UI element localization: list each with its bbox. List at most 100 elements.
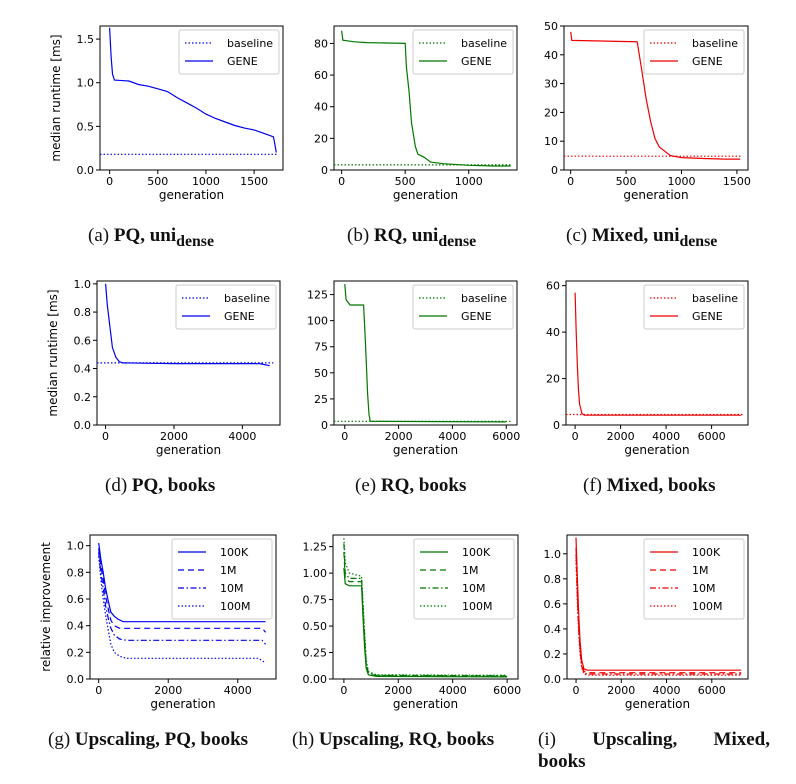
y-tick-label: 0.5 [77,120,95,133]
x-tick-label: 4000 [438,430,466,443]
series-line-gene [574,292,742,416]
legend-box [643,29,745,75]
legend-label: 100K [692,546,721,559]
y-tick-label: 1.0 [74,278,92,291]
x-axis-label: generation [393,697,458,711]
x-tick-label: 6000 [493,684,521,697]
x-axis-label: generation [624,443,689,457]
x-tick-label: 0 [338,175,345,188]
y-tick-label: 0.25 [303,647,328,660]
y-tick-label: 10 [544,135,558,148]
legend-label: GENE [224,310,255,323]
chart-b: 0 500 1000 0 20 40 60 80 generation baseline GENE [314,25,518,202]
series-line-gene [109,27,277,153]
legend-box [178,29,280,75]
legend-box [412,29,514,75]
y-tick-label: 0.0 [77,164,95,177]
series-line-100k [98,542,266,623]
x-tick-label: 1000 [667,175,695,188]
chart-g: 0 2000 4000 0.0 0.2 0.4 0.6 0.8 1.0 generation rel… [39,534,277,711]
caption-e-prefix: (e) [355,475,377,496]
legend-label: 10M [220,582,244,595]
x-axis-label: generation [623,188,688,202]
y-tick-label: 0.8 [67,566,85,579]
legend-label: baseline [461,37,507,50]
y-tick-label: 125 [307,289,328,302]
legend-label: 100M [462,600,493,613]
legend-label: baseline [227,37,273,50]
legend-label: GENE [227,55,258,68]
caption-i-prefix: (i) [538,729,556,750]
axes-frame-e [333,280,518,426]
y-tick-label: 40 [546,326,560,339]
caption-e-text: RQ, books [380,475,467,496]
legend-label: GENE [461,310,492,323]
y-tick-label: 0.0 [544,673,562,686]
caption-i: (i) Upscaling, Mixed, books [538,729,770,773]
caption-c-text: Mixed, uni [591,225,680,246]
legend-label: 1M [220,564,237,577]
caption-i-text2: Mixed, [713,729,770,750]
y-tick-label: 0.50 [303,620,328,633]
chart-i: 0 2000 4000 6000 0.0 0.2 0.4 0.6 0.8 1.0 generatio… [544,534,749,711]
caption-f-prefix: (f) [583,475,602,496]
caption-b-sub: dense [438,232,477,250]
legend-label: GENE [692,310,723,323]
y-tick-label: 40 [544,49,558,62]
x-axis-label: generation [625,697,690,711]
legend-box [175,284,277,330]
caption-i-text: Upscaling, [592,729,678,750]
x-tick-label: 4000 [653,684,681,697]
y-tick-label: 60 [546,280,560,293]
caption-a-sub: dense [176,232,214,250]
legend-label: baseline [224,292,270,305]
y-tick-label: 0.2 [544,648,562,661]
caption-f-text: Mixed, books [606,475,716,496]
x-tick-label: 4000 [439,684,467,697]
y-tick-label: 0.6 [74,334,92,347]
series-line-100m [98,556,266,664]
caption-b-prefix: (b) [347,225,370,246]
legend-box [643,284,745,330]
x-tick-label: 1000 [192,175,220,188]
series-line-1m [98,548,267,633]
axes-frame-a [99,25,284,171]
caption-c: (c) Mixed, unidense [566,225,717,251]
legend-box [643,538,745,620]
y-tick-label: 0 [321,419,328,432]
series-line-100m [575,559,742,676]
legend-label: baseline [692,292,738,305]
series-line-10m [343,543,508,677]
y-axis-label: median runtime [ms] [46,289,60,416]
axes-frame-g [89,534,277,680]
y-tick-label: 25 [314,393,328,406]
y-tick-label: 0.2 [74,391,92,404]
x-tick-label: 2000 [384,684,412,697]
caption-d-prefix: (d) [105,475,128,496]
x-axis-label: generation [159,188,224,202]
x-tick-label: 4000 [228,430,256,443]
caption-f: (f) Mixed, books [583,475,715,497]
legend-box [412,284,514,330]
series-line-gene [105,283,270,367]
y-axis-label: relative improvement [39,542,53,672]
x-tick-label: 500 [147,175,168,188]
chart-e: 0 2000 4000 6000 0 25 50 75 100 125 generation base… [307,280,520,457]
chart-d: 0 2000 4000 0.0 0.2 0.4 0.6 0.8 1.0 generation med… [46,278,281,457]
x-axis-label: generation [150,697,215,711]
axes-frame-f [565,280,749,426]
y-tick-label: 30 [544,78,558,91]
y-tick-label: 75 [314,341,328,354]
chart-c: 0 500 1000 1500 0 10 20 30 40 50 generation baselin… [544,20,751,202]
x-tick-label: 500 [395,175,416,188]
x-tick-label: 2000 [154,684,182,697]
x-tick-label: 0 [573,684,580,697]
y-tick-label: 20 [314,132,328,145]
x-tick-label: 6000 [492,430,520,443]
legend-box [171,538,273,620]
caption-h: (h) Upscaling, RQ, books [292,729,494,751]
y-tick-label: 0.00 [303,673,328,686]
y-tick-label: 50 [314,367,328,380]
legend-label: 1M [692,564,709,577]
